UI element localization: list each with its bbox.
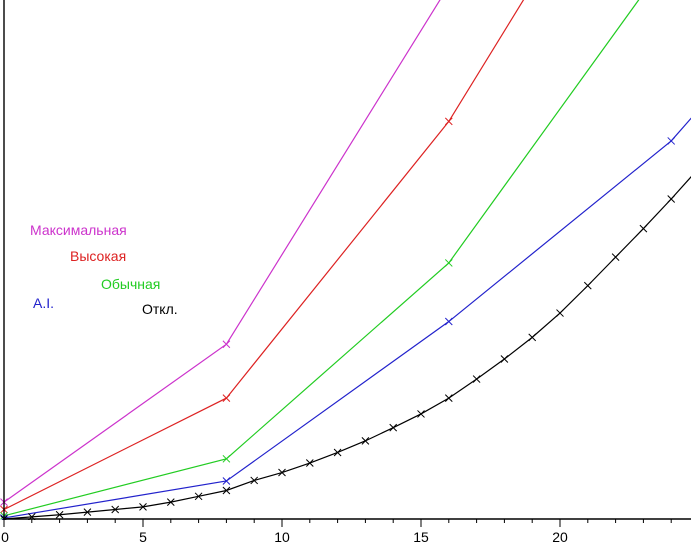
data-point-marker	[250, 476, 259, 485]
data-point-marker	[556, 309, 564, 317]
data-point-marker	[444, 394, 453, 402]
data-point-marker	[639, 224, 648, 233]
legend-entry-максимальная: Максимальная	[30, 222, 127, 238]
data-point-marker	[222, 486, 231, 495]
data-point-marker	[444, 117, 453, 126]
x-tick-label: 10	[274, 529, 290, 545]
x-tick-label: 20	[552, 529, 568, 545]
data-point-marker	[222, 394, 231, 402]
data-point-marker	[305, 459, 314, 467]
series-layer	[0, 0, 691, 520]
data-point-marker	[333, 448, 342, 457]
data-point-marker	[389, 423, 398, 432]
data-point-marker	[222, 477, 231, 485]
series-line-1	[3, 0, 525, 511]
legend-entry-обычная: Обычная	[101, 276, 160, 292]
legend-entry-высокая: Высокая	[70, 248, 126, 264]
series-3	[0, 117, 691, 520]
data-point-marker	[417, 410, 425, 418]
data-point-marker	[667, 137, 676, 145]
data-point-marker	[472, 375, 481, 383]
data-point-marker	[278, 468, 286, 477]
data-point-marker	[611, 253, 620, 261]
data-point-marker	[361, 437, 370, 445]
data-point-marker	[667, 195, 676, 203]
x-tick-label: 0	[1, 529, 9, 545]
legend: Максимальная Высокая Обычная A.I. Откл.	[30, 222, 178, 317]
series-line-2	[3, 0, 640, 517]
data-point-marker	[83, 508, 92, 516]
data-point-marker	[111, 505, 120, 514]
x-tick-label: 15	[413, 529, 429, 545]
data-point-marker	[194, 492, 203, 501]
data-point-marker	[583, 281, 592, 290]
data-point-marker	[55, 510, 64, 519]
data-point-marker	[222, 454, 231, 463]
x-tick-label: 5	[139, 529, 147, 545]
data-point-marker	[444, 317, 453, 326]
data-point-marker	[222, 340, 231, 349]
series-line-4	[3, 176, 691, 520]
series-1	[0, 0, 525, 514]
series-0	[0, 0, 441, 506]
data-point-marker	[444, 259, 453, 267]
data-point-marker	[139, 503, 147, 511]
series-4	[0, 176, 691, 520]
data-point-marker	[166, 498, 175, 506]
legend-entry-откл: Откл.	[142, 301, 178, 317]
data-point-marker	[528, 333, 537, 342]
legend-entry-a-i: A.I.	[33, 295, 54, 311]
data-point-marker	[500, 355, 509, 363]
